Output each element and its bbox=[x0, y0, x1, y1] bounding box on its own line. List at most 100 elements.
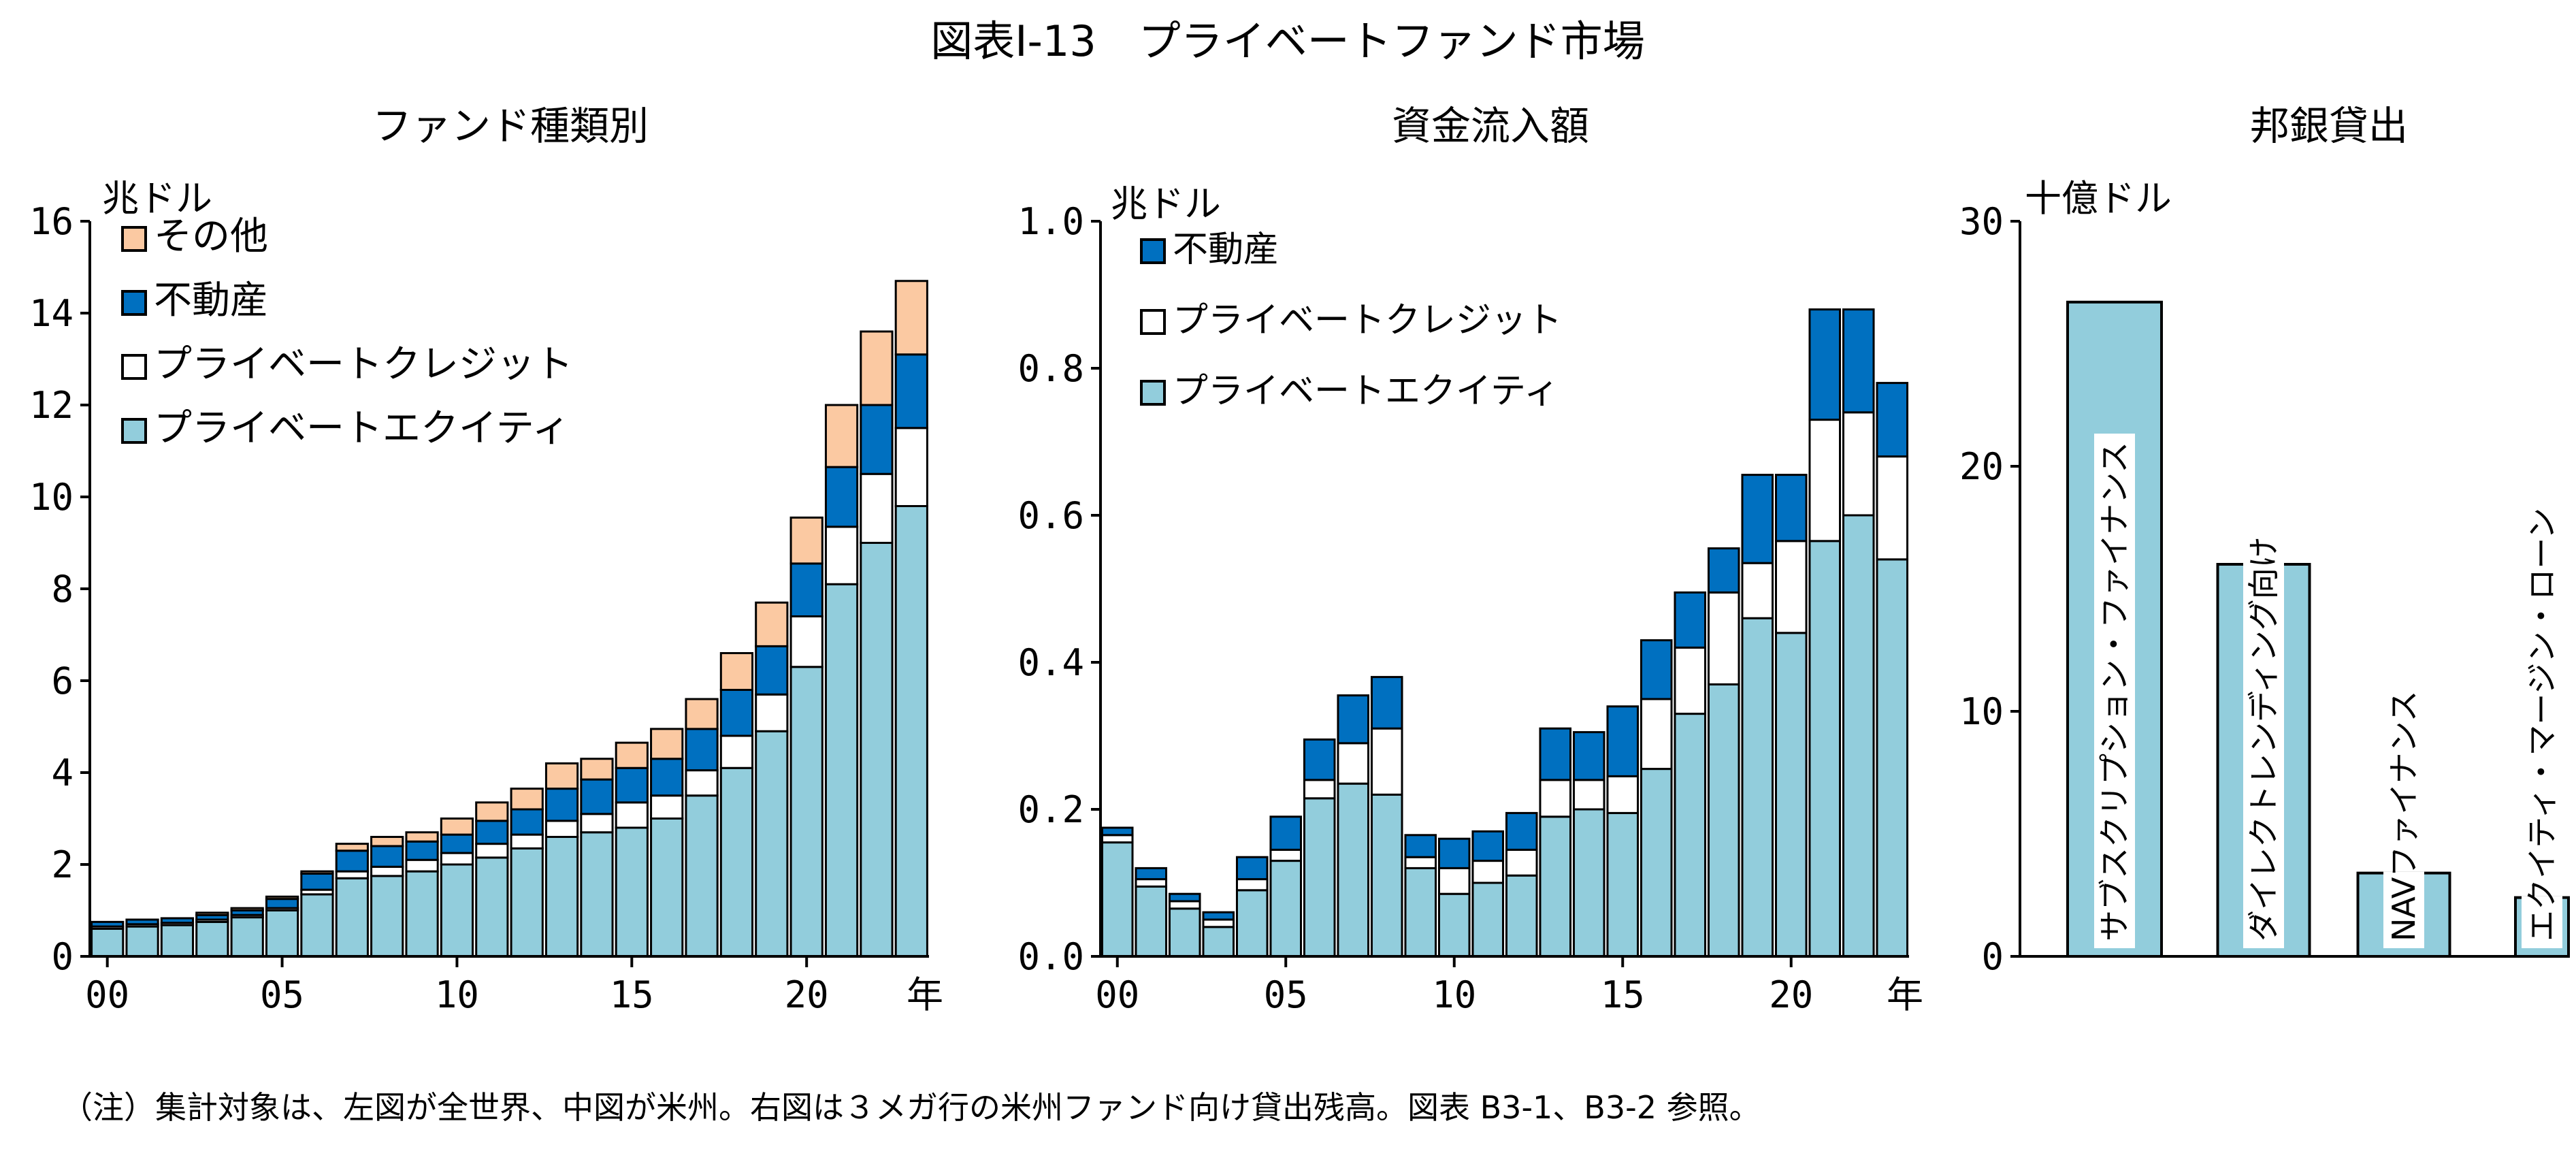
bar-3-2018 bbox=[719, 689, 754, 737]
x-tick-label: 20 bbox=[785, 973, 829, 1016]
bar-2-2002 bbox=[1168, 900, 1201, 910]
bar-1-2021 bbox=[824, 583, 859, 958]
category-label-bg bbox=[2522, 896, 2562, 948]
bar-3-2021 bbox=[824, 466, 859, 528]
bar-1-2012 bbox=[510, 847, 544, 958]
category-label: エクイティ・マージン・ローン bbox=[2524, 508, 2560, 941]
bar-3-2006 bbox=[300, 873, 334, 891]
bar-3-2021 bbox=[1808, 308, 1842, 421]
bar-1-2008 bbox=[1370, 793, 1403, 958]
category-label-bg bbox=[2383, 871, 2424, 948]
bar-1-2001 bbox=[1135, 885, 1168, 958]
legend-swatch bbox=[121, 354, 147, 380]
bar-1-2006 bbox=[1303, 797, 1336, 958]
bar-3-2015 bbox=[1606, 705, 1640, 777]
bar-1-2021 bbox=[1808, 540, 1842, 958]
y-tick-label: 16 bbox=[29, 200, 74, 243]
y-tick-label: 10 bbox=[29, 476, 74, 519]
bar-2-2015 bbox=[1606, 775, 1640, 814]
y-unit-label: 十億ドル bbox=[2025, 177, 2172, 220]
bar-1-2003 bbox=[195, 920, 229, 958]
bar-1-2002 bbox=[1168, 907, 1201, 958]
bar-1-2016 bbox=[1640, 768, 1673, 958]
bar-1-2011 bbox=[1471, 881, 1505, 958]
bar-2-2007 bbox=[1337, 742, 1370, 785]
bar-3-2019 bbox=[1741, 474, 1774, 564]
bar-2-2012 bbox=[1505, 848, 1538, 877]
bar-3-2009 bbox=[405, 840, 439, 861]
bar-1-2012 bbox=[1505, 874, 1538, 958]
legend-swatch bbox=[121, 290, 147, 316]
bar-3-2008 bbox=[1370, 676, 1403, 730]
bar-3-2007 bbox=[1337, 694, 1370, 745]
bar-3-2001 bbox=[1135, 867, 1168, 881]
bar-4-2019 bbox=[755, 601, 789, 647]
bar-2-2007 bbox=[335, 870, 369, 879]
x-tick-label: 00 bbox=[85, 973, 129, 1016]
x-tick-label: 00 bbox=[1095, 973, 1139, 1016]
bar-4-2014 bbox=[580, 758, 614, 781]
legend-label: 不動産 bbox=[154, 278, 268, 323]
bar-4-2021 bbox=[824, 404, 859, 468]
bar-1-2009 bbox=[405, 870, 439, 958]
y-tick-label: 0.8 bbox=[1017, 347, 1084, 390]
bar-4-2008 bbox=[370, 836, 404, 847]
bar-4-2016 bbox=[650, 728, 684, 760]
bar-2-2013 bbox=[1539, 779, 1572, 818]
x-tick-label: 10 bbox=[435, 973, 479, 1016]
x-tick-label: 05 bbox=[260, 973, 304, 1016]
bar-3-2005 bbox=[1269, 815, 1303, 851]
chart-title: 資金流入額 bbox=[1392, 103, 1589, 149]
x-tick-label: 05 bbox=[1264, 973, 1308, 1016]
y-tick-label: 12 bbox=[29, 384, 74, 427]
bar-2-2015 bbox=[615, 801, 649, 829]
bar-3-2001 bbox=[125, 918, 159, 926]
bar-1-2014 bbox=[580, 831, 614, 958]
bar-4-2018 bbox=[719, 652, 754, 691]
bar-3-2022 bbox=[1842, 308, 1875, 414]
bar-3-2020 bbox=[1774, 474, 1808, 543]
y-tick-label: 30 bbox=[1959, 200, 2004, 243]
bar-3-2002 bbox=[160, 917, 195, 924]
category-label-bg bbox=[2243, 563, 2284, 948]
y-tick-label: 0.0 bbox=[1017, 935, 1084, 978]
bar-3-2014 bbox=[580, 778, 614, 815]
bar-2-2020 bbox=[789, 615, 824, 668]
bar-1-2019 bbox=[755, 730, 789, 958]
bar-3-2023 bbox=[1876, 382, 1909, 458]
bar-3-2019 bbox=[755, 645, 789, 696]
y-tick-label: 4 bbox=[51, 751, 74, 794]
bar-3-2004 bbox=[1235, 856, 1269, 881]
bar-4-2004 bbox=[230, 907, 264, 911]
bar-2-2023 bbox=[1876, 455, 1909, 561]
y-tick-label: 0.6 bbox=[1017, 494, 1084, 537]
bar-3-2018 bbox=[1707, 547, 1740, 594]
legend-label: プライベートエクイティ bbox=[154, 406, 570, 451]
bar-1-2001 bbox=[125, 925, 159, 958]
bar-4-2023 bbox=[894, 280, 928, 356]
bar-1-2011 bbox=[475, 856, 509, 958]
y-tick-label: 1.0 bbox=[1017, 200, 1084, 243]
bar-2-2001 bbox=[1135, 878, 1168, 888]
bar-3-2017 bbox=[1674, 591, 1707, 649]
bar-2-2023 bbox=[894, 427, 928, 507]
bar-3-2016 bbox=[650, 758, 684, 797]
bar-2-2004 bbox=[1235, 878, 1269, 892]
bar-2-2016 bbox=[1640, 698, 1673, 771]
bar-1-2008 bbox=[370, 875, 404, 958]
bar-1-2018 bbox=[1707, 683, 1740, 958]
bar-2-2020 bbox=[1774, 540, 1808, 634]
bar-3-2023 bbox=[894, 353, 928, 430]
category-label: NAVファイナンス bbox=[2385, 690, 2422, 941]
bar-2-2018 bbox=[1707, 591, 1740, 685]
bar-1-2006 bbox=[300, 893, 334, 958]
bar-2-2018 bbox=[719, 734, 754, 769]
bar-3-2002 bbox=[1168, 892, 1201, 903]
bar-2-2010 bbox=[1437, 867, 1471, 895]
bar-1-2018 bbox=[719, 766, 754, 958]
legend-swatch bbox=[121, 418, 147, 444]
bar-3-2000 bbox=[91, 920, 125, 928]
bar-1-2005 bbox=[265, 909, 299, 958]
